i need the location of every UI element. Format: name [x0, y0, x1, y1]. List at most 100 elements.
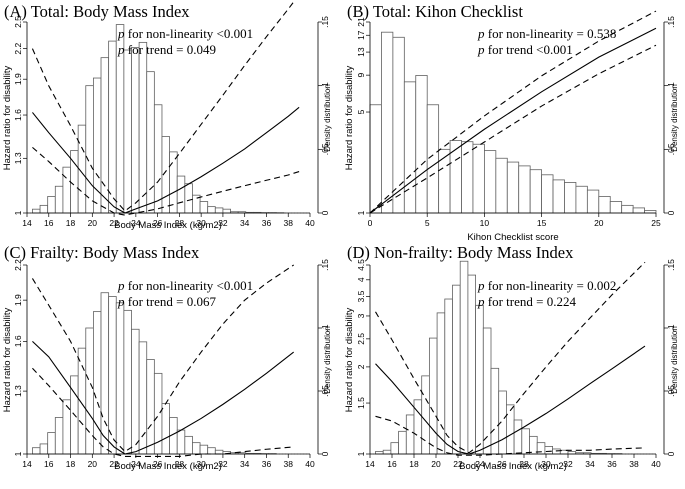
- histogram-bar: [100, 292, 110, 455]
- histogram-bar: [586, 189, 600, 214]
- p-value-text: for non-linearity = 0.538: [485, 26, 617, 41]
- y-tick-label: 1.3: [13, 152, 23, 164]
- y2-tick-label: .1: [320, 324, 330, 331]
- histogram-bar: [513, 419, 523, 455]
- y-tick-label: 1.5: [356, 397, 366, 409]
- y-tick-label: 1.9: [13, 73, 23, 85]
- y2-tick-label: 0: [320, 451, 330, 456]
- x-tick-label: 32: [218, 218, 228, 228]
- p-value-annotation: p for non-linearity <0.001: [117, 26, 253, 41]
- x-tick-label: 18: [66, 218, 76, 228]
- ci-lower-line: [32, 146, 300, 216]
- histogram-bar: [490, 367, 500, 455]
- x-tick-label: 32: [563, 459, 573, 469]
- histogram-bar: [47, 196, 56, 214]
- x-tick-label: 16: [387, 459, 397, 469]
- histogram-bar: [192, 442, 201, 455]
- hazard-ratio-line: [32, 106, 300, 214]
- x-tick-label: 34: [240, 218, 250, 228]
- histogram-bar: [483, 150, 497, 214]
- x-tick-label: 25: [651, 218, 661, 228]
- x-tick-label: 16: [44, 459, 54, 469]
- histogram-bar: [108, 40, 117, 214]
- histogram-bar: [392, 36, 405, 214]
- histogram-bar: [405, 414, 415, 455]
- histogram-bar: [495, 157, 508, 214]
- histogram-bar: [123, 309, 132, 455]
- histogram-bar: [552, 179, 565, 214]
- y2-tick-label: 0: [320, 210, 330, 215]
- y-tick-label: 9: [356, 73, 366, 78]
- histogram-bar: [621, 204, 634, 214]
- x-axis-label: Body Mass Index (kg/m2): [459, 461, 567, 472]
- y-axis-label: Hazard ratio for disability: [344, 65, 355, 170]
- histogram-bar: [428, 337, 438, 455]
- histogram-bar: [199, 444, 209, 455]
- ci-upper-line: [31, 264, 294, 453]
- x-axis-label: Body Mass Index (kg/m2): [114, 461, 222, 472]
- x-tick-label: 24: [475, 459, 485, 469]
- histogram-bar: [39, 204, 49, 214]
- histogram-bar: [62, 399, 71, 455]
- x-tick-label: 20: [88, 218, 98, 228]
- y-tick-label: 3.5: [356, 290, 366, 302]
- x-tick-label: 26: [153, 218, 163, 228]
- histogram-bar: [438, 148, 451, 214]
- histogram-bar: [146, 71, 155, 214]
- x-tick-label: 10: [480, 218, 490, 228]
- y2-tick-label: .1: [666, 324, 676, 331]
- histogram-bars: [32, 292, 277, 455]
- histogram-bar: [184, 183, 193, 214]
- chart-title: (A) Total: Body Mass Index: [4, 2, 190, 21]
- histogram-bar: [564, 182, 577, 214]
- y-tick-label: 2.5: [356, 333, 366, 345]
- y2-tick-label: .05: [666, 385, 676, 397]
- histogram-bar: [47, 432, 56, 455]
- histogram-bar: [609, 201, 623, 214]
- histogram-bar: [39, 443, 49, 455]
- histogram-bar: [85, 327, 94, 455]
- chart-panel-d: 14 16 18 20 22 24 26 28 30 32 34 36 38 4011.522.533.5…: [344, 243, 679, 472]
- histogram-bar: [54, 185, 64, 214]
- y-tick-label: 1.9: [13, 294, 23, 306]
- histogram-bars: [375, 260, 623, 455]
- histogram-bar: [176, 175, 186, 214]
- y2-axis-label: Density distribution: [670, 326, 679, 394]
- histogram-bar: [131, 328, 140, 455]
- histogram-bar: [449, 140, 462, 214]
- y-tick-label: 3: [356, 313, 366, 318]
- histogram-bar: [444, 298, 453, 455]
- x-tick-label: 26: [497, 459, 507, 469]
- histogram-bar: [475, 304, 484, 455]
- histogram-bar: [32, 447, 41, 455]
- y-tick-label: 2.2: [13, 42, 23, 54]
- y-tick-label: 1.6: [13, 109, 23, 121]
- histogram-bar: [632, 207, 645, 214]
- y2-axis-label: Density distribution: [323, 326, 332, 394]
- y2-tick-label: .15: [666, 16, 676, 28]
- histogram-bar: [146, 359, 155, 455]
- p-value-text: for trend <0.001: [485, 42, 573, 57]
- histogram-bar: [421, 375, 430, 455]
- y-tick-label: 4: [356, 277, 366, 282]
- histogram-bar: [153, 104, 163, 214]
- histogram-bar: [415, 75, 428, 214]
- histogram-bar: [390, 442, 399, 455]
- chart-panel-c: 14 16 18 20 22 24 26 28 30 32 34 36 38 40 1 1.3 1.6 1.9 2.…: [2, 243, 332, 472]
- y-tick-label: 13: [356, 47, 366, 57]
- histogram-bar: [207, 447, 216, 455]
- p-symbol: p: [477, 42, 485, 57]
- y2-tick-label: .05: [666, 143, 676, 155]
- histogram-bar: [138, 341, 148, 455]
- histogram-bar: [54, 417, 64, 455]
- chart-title: (B) Total: Kihon Checklist: [347, 2, 523, 21]
- x-tick-label: 38: [629, 459, 639, 469]
- y-tick-label: 1: [356, 210, 366, 215]
- x-tick-label: 30: [196, 459, 206, 469]
- y2-tick-label: .1: [666, 82, 676, 89]
- histogram-bar: [382, 449, 392, 455]
- y2-tick-label: .15: [666, 259, 676, 271]
- histogram-bar: [529, 435, 538, 455]
- p-symbol: p: [477, 294, 485, 309]
- histogram-bars: [32, 24, 285, 214]
